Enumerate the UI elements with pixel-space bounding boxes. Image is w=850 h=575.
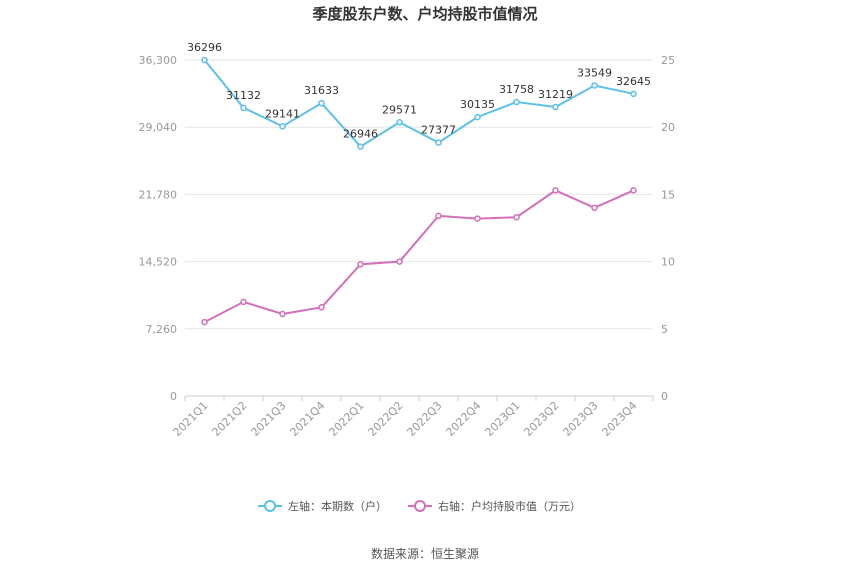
data-point <box>279 123 286 130</box>
data-label: 31758 <box>499 83 534 96</box>
data-point <box>591 204 598 212</box>
right-tick-label: 15 <box>661 188 675 201</box>
data-label: 26946 <box>343 128 378 141</box>
left-tick-label: 14,520 <box>139 256 178 269</box>
data-point <box>552 187 559 194</box>
data-point <box>201 318 208 326</box>
x-tick-label: 2021Q4 <box>288 399 328 439</box>
series-line-1 <box>203 59 634 148</box>
data-point <box>240 104 247 112</box>
data-label: 31132 <box>226 89 261 102</box>
data-point <box>318 304 325 311</box>
legend-item-1[interactable]: 左轴：本期数（户） <box>258 499 387 513</box>
x-tick-label: 2021Q1 <box>171 399 211 439</box>
legend-marker <box>414 500 426 512</box>
data-label: 30135 <box>460 98 495 111</box>
source-note: 数据来源：恒生聚源 <box>371 546 479 561</box>
data-label: 33549 <box>577 66 612 79</box>
data-label: 36296 <box>187 41 222 54</box>
x-tick-label: 2022Q1 <box>327 399 367 439</box>
x-tick-label: 2023Q1 <box>483 399 523 439</box>
data-label: 27377 <box>421 124 456 137</box>
x-tick-label: 2021Q2 <box>210 399 250 439</box>
left-tick-label: 36,300 <box>139 54 178 67</box>
right-tick-label: 20 <box>661 121 675 134</box>
left-tick-label: 21,780 <box>139 188 178 201</box>
data-point <box>474 215 481 222</box>
data-label: 31219 <box>538 88 573 101</box>
data-label: 31633 <box>304 84 339 97</box>
x-axis: 2021Q12021Q22021Q32021Q42022Q12022Q22022… <box>171 396 654 439</box>
right-tick-label: 0 <box>661 390 668 403</box>
data-point <box>591 82 598 89</box>
legend-item-2[interactable]: 右轴：户均持股市值（万元） <box>408 499 581 513</box>
legend-marker <box>264 500 276 512</box>
data-point <box>513 98 520 106</box>
x-tick-label: 2022Q4 <box>444 399 484 439</box>
data-point <box>318 99 325 107</box>
data-point <box>357 143 364 150</box>
x-tick-label: 2023Q4 <box>600 399 640 439</box>
right-axis: 0 5 10 15 20 25 <box>661 54 675 403</box>
data-point <box>357 261 364 268</box>
data-point <box>474 113 481 121</box>
x-tick-label: 2023Q3 <box>561 399 601 439</box>
data-point <box>279 310 286 318</box>
legend-label: 左轴：本期数（户） <box>288 499 387 513</box>
legend-label: 右轴：户均持股市值（万元） <box>438 499 581 513</box>
data-point <box>435 212 442 220</box>
data-point <box>201 56 208 64</box>
data-point <box>630 90 637 98</box>
series-layer: 36296 31132 29141 31633 26946 29571 27377 30135… <box>187 41 651 326</box>
right-tick-label: 25 <box>661 54 675 67</box>
data-point <box>513 213 520 221</box>
left-tick-label: 29,040 <box>139 121 178 134</box>
series-line-2 <box>204 189 634 323</box>
x-tick-label: 2023Q2 <box>522 399 562 439</box>
data-point <box>552 103 559 111</box>
data-point <box>396 258 403 265</box>
data-label: 29571 <box>382 103 417 116</box>
data-point <box>630 187 637 194</box>
data-point <box>435 139 442 146</box>
data-label: 32645 <box>616 75 651 88</box>
data-point <box>396 119 403 126</box>
data-label: 29141 <box>265 107 300 120</box>
x-tick-label: 2022Q3 <box>405 399 445 439</box>
x-tick-label: 2021Q3 <box>249 399 289 439</box>
x-tick-label: 2022Q2 <box>366 399 406 439</box>
legend[interactable]: 左轴：本期数（户） 右轴：户均持股市值（万元） <box>258 499 581 513</box>
left-tick-label: 0 <box>170 390 177 403</box>
left-tick-label: 7,260 <box>146 323 178 336</box>
chart-title: 季度股东户数、户均持股市值情况 <box>312 5 537 23</box>
right-tick-label: 5 <box>661 323 668 336</box>
right-tick-label: 10 <box>661 256 675 269</box>
grid <box>185 59 653 397</box>
data-point <box>240 298 247 306</box>
left-axis: 0 7,260 14,520 21,780 29,040 36,300 <box>139 54 178 403</box>
